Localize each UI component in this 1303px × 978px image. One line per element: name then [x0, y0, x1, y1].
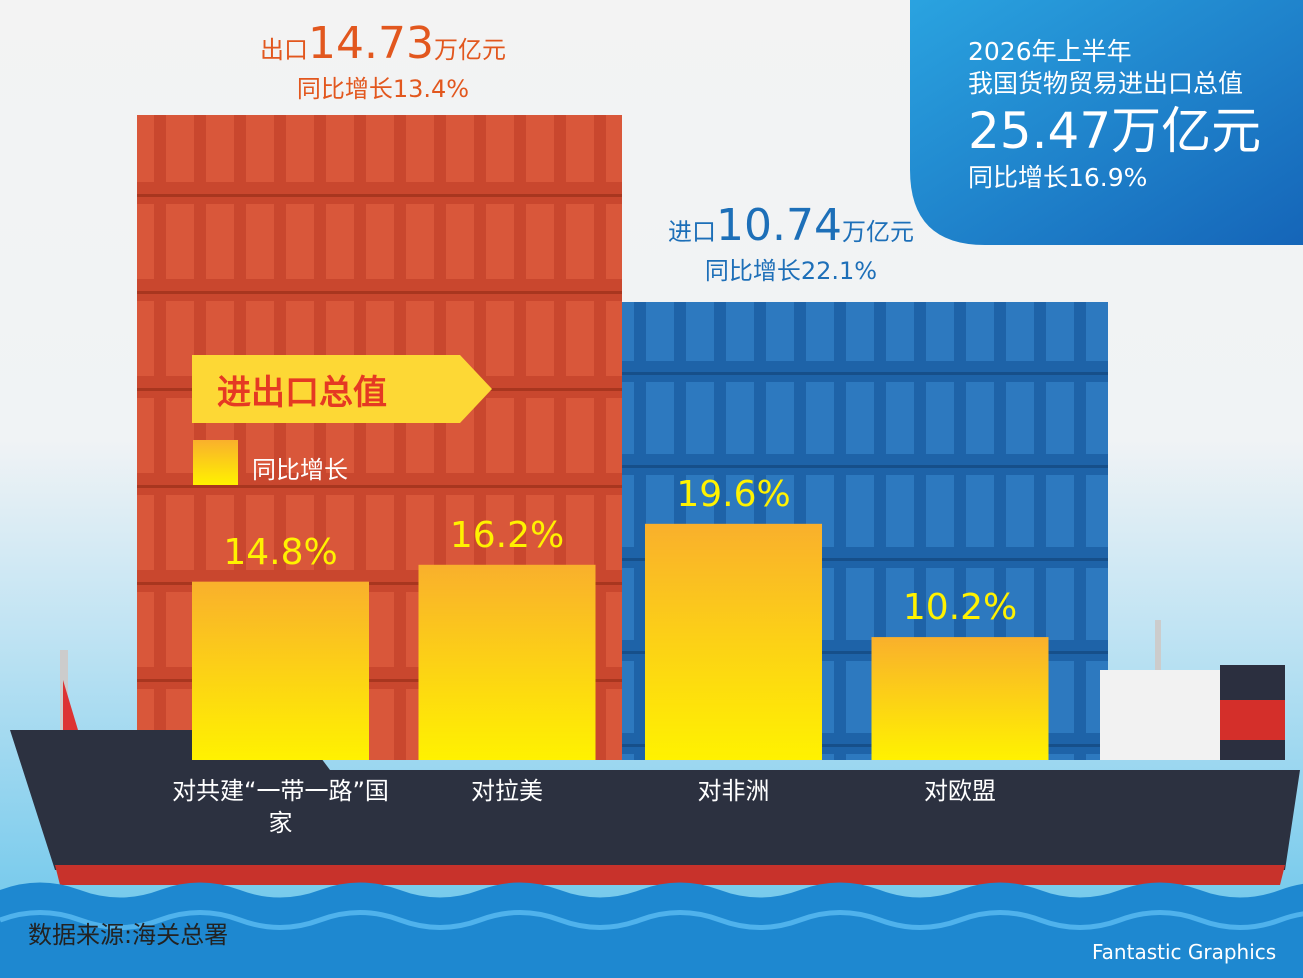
import-note: 进口10.74万亿元 同比增长22.1%	[668, 200, 914, 286]
bar	[871, 637, 1049, 760]
export-value: 14.73	[308, 18, 434, 69]
category-label: 对非洲	[697, 777, 770, 805]
bar	[645, 523, 822, 760]
category-label: 对拉美	[471, 777, 543, 805]
value-label: 16.2%	[449, 514, 565, 556]
value-label: 14.8%	[223, 531, 338, 573]
bar	[192, 581, 369, 760]
summary-subject: 我国货物贸易进出口总值	[968, 69, 1244, 98]
summary: 2026年上半年 我国货物贸易进出口总值 25.47万亿元 同比增长16.9%	[968, 36, 1261, 194]
summary-period: 2026年上半年	[968, 37, 1132, 66]
legend-swatch	[193, 440, 238, 485]
summary-unit: 万亿元	[1111, 102, 1262, 160]
summary-growth: 同比增长16.9%	[968, 163, 1148, 192]
value-label: 10.2%	[902, 587, 1018, 629]
export-label: 出口	[260, 36, 308, 64]
export-note: 出口14.73万亿元 同比增长13.4%	[260, 18, 506, 104]
title-banner	[192, 355, 492, 423]
import-growth: 同比增长22.1%	[704, 257, 878, 285]
credit: Fantastic Graphics	[1092, 940, 1277, 964]
import-label: 进口	[668, 218, 716, 246]
ship	[10, 620, 1300, 885]
import-unit: 万亿元	[841, 218, 914, 246]
summary-value: 25.47	[968, 102, 1112, 160]
chart-title: 进出口总值	[217, 373, 387, 413]
export-unit: 万亿元	[433, 36, 506, 64]
category-label: 对欧盟	[924, 777, 996, 805]
import-value: 10.74	[716, 200, 842, 251]
legend-label: 同比增长	[252, 456, 348, 484]
bar	[418, 564, 596, 760]
export-growth: 同比增长13.4%	[296, 75, 470, 103]
value-label: 19.6%	[676, 473, 791, 515]
category-label: 对共建“一带一路”国家	[172, 777, 389, 837]
source: 数据来源:海关总署	[28, 921, 229, 949]
